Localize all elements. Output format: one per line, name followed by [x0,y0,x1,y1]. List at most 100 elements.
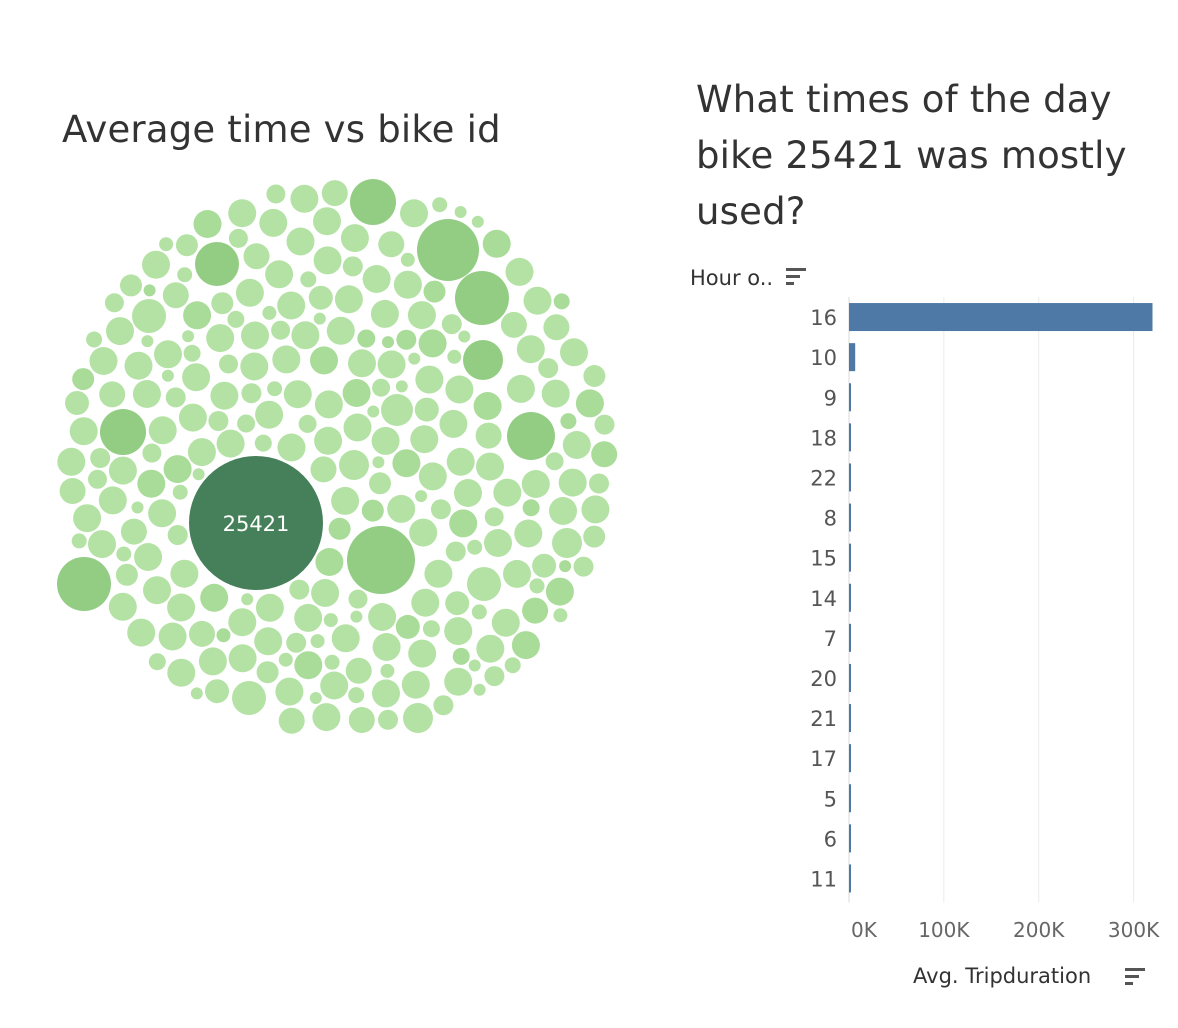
bubble[interactable] [378,709,398,730]
bubble[interactable] [255,593,284,622]
bubble[interactable] [467,567,501,601]
bubble[interactable] [321,180,348,207]
bubble[interactable] [377,350,406,379]
bubble[interactable] [523,286,552,315]
bubble[interactable] [286,227,315,256]
bubble[interactable] [200,583,229,612]
bubble[interactable] [505,257,534,286]
bubble[interactable] [182,330,195,343]
bubble[interactable] [148,499,177,528]
bubble[interactable] [348,687,365,704]
bubble[interactable] [88,530,116,559]
bubble[interactable] [400,199,428,228]
bubble[interactable] [227,310,245,328]
bubble[interactable] [380,663,395,678]
bubble[interactable] [210,381,239,410]
bubble[interactable] [265,260,294,289]
bubble[interactable] [216,429,245,458]
bubble[interactable] [228,644,257,673]
bubble[interactable] [583,525,606,548]
bubble[interactable] [549,497,577,525]
bubble[interactable] [328,517,351,540]
bubble[interactable] [71,533,87,549]
bubble[interactable] [372,456,385,469]
bubble[interactable] [159,237,174,252]
bubble[interactable] [241,593,254,606]
bubble[interactable] [161,369,174,382]
bubble[interactable] [458,330,471,343]
bubble[interactable] [183,301,212,330]
bubble[interactable] [444,617,473,646]
bubble[interactable] [503,559,531,588]
bubble[interactable] [521,470,550,498]
bubble[interactable] [142,443,162,463]
bubble[interactable] [395,614,420,639]
bubble[interactable] [424,559,453,588]
bubble[interactable] [208,411,229,431]
bar[interactable] [849,383,851,412]
bubble[interactable] [361,499,384,522]
bubble[interactable] [323,613,338,628]
bubble[interactable] [237,414,256,433]
bubble[interactable] [408,352,421,365]
bubble[interactable] [310,634,325,649]
bubble[interactable] [594,414,615,435]
bubble[interactable] [310,346,338,375]
bubble[interactable] [326,316,355,345]
bubble[interactable] [410,425,439,454]
bubble[interactable] [100,409,146,455]
bubble[interactable] [314,426,343,455]
bubble[interactable] [484,666,505,687]
bubble[interactable] [311,579,340,607]
bubble[interactable] [298,414,317,433]
bubble[interactable] [132,380,161,408]
bubble[interactable] [367,405,380,418]
bubble[interactable] [395,380,408,393]
bubble[interactable] [334,285,363,314]
bubble[interactable] [324,654,340,670]
bubble[interactable] [206,324,235,353]
bubble[interactable] [259,208,288,237]
bubble[interactable] [331,624,360,653]
bubble[interactable] [507,412,555,460]
bubble[interactable] [403,703,433,733]
bubble[interactable] [415,490,428,503]
bubble[interactable] [409,518,438,547]
bubble[interactable] [372,679,400,708]
bubble[interactable] [294,651,323,680]
bubble[interactable] [506,374,535,403]
bubble[interactable] [256,661,279,684]
bubble[interactable] [445,591,470,616]
bar[interactable] [849,303,1153,332]
bubble[interactable] [484,529,512,557]
bubble[interactable] [183,344,201,362]
bubble[interactable] [90,448,111,468]
bubble[interactable] [88,469,107,489]
bubble[interactable] [493,478,522,507]
bubble[interactable] [143,576,171,605]
bubble[interactable] [452,647,470,665]
bubble[interactable] [350,179,396,225]
bubble[interactable] [491,608,520,637]
bubble[interactable] [143,284,156,297]
bubble[interactable] [89,347,118,375]
bubble[interactable] [272,345,301,374]
bubble[interactable] [387,494,416,523]
bubble[interactable] [73,504,102,533]
bubble[interactable] [552,528,582,558]
bubble[interactable] [198,647,227,676]
bubble[interactable] [408,639,437,668]
bubble[interactable] [187,438,216,467]
bubble[interactable] [482,229,511,258]
bubble-highlighted[interactable] [189,456,323,590]
bubble[interactable] [132,299,166,333]
bubble[interactable] [278,707,305,734]
bubble[interactable] [573,556,594,577]
bubble[interactable] [320,671,349,700]
bubble[interactable] [193,210,222,238]
bubble[interactable] [449,509,478,538]
bubble[interactable] [172,484,188,500]
bubble[interactable] [392,449,421,478]
bubble[interactable] [275,677,304,706]
bubble[interactable] [137,469,166,498]
